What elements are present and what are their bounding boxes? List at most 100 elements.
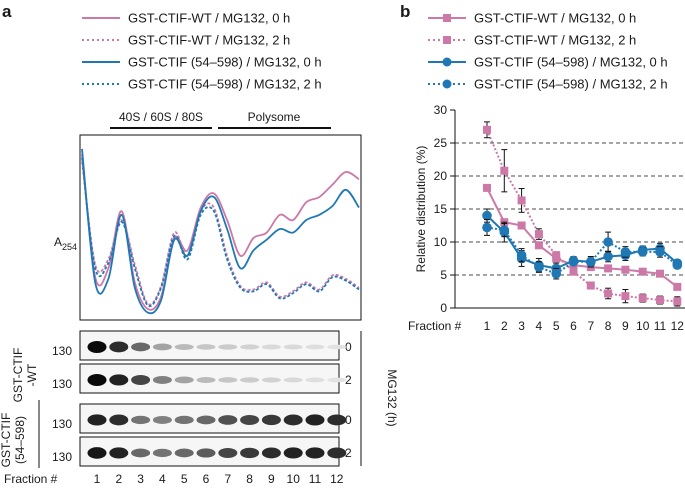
blot-band-2-8	[240, 377, 260, 383]
blot-band-3-11	[305, 414, 325, 426]
blot-band-1-10	[283, 344, 303, 350]
point-2-8	[604, 289, 613, 298]
point-1-12	[673, 282, 682, 291]
series-line-1	[486, 187, 678, 288]
fraction-a-8: 8	[246, 472, 253, 486]
x-tick-label-2: 2	[501, 319, 508, 333]
point-2-1	[483, 125, 491, 134]
y-axis-title: Relative distribution (%)	[414, 146, 428, 273]
point-1-4	[534, 241, 543, 250]
blot-band-4-5	[174, 448, 194, 458]
blot-band-3-9	[261, 414, 281, 426]
x-tick-label-6: 6	[570, 319, 577, 333]
blot-band-1-2	[109, 341, 129, 353]
mg132-label: MG132 (h)	[385, 369, 399, 426]
blot-band-3-1	[87, 414, 107, 426]
blot-band-4-7	[218, 447, 238, 458]
point-1-11	[656, 269, 664, 278]
blot-band-2-10	[283, 377, 303, 383]
point-2-11	[656, 296, 664, 305]
fraction-a-2: 2	[115, 472, 122, 486]
y-tick-label-5: 20	[434, 169, 448, 183]
series-4	[482, 219, 683, 280]
blot-band-2-12	[327, 377, 347, 383]
profile-line-3	[81, 148, 360, 315]
point-4-1	[482, 222, 492, 233]
blot-time-4: 2	[345, 446, 352, 460]
profile-frame	[79, 134, 362, 321]
fraction-ticks-a: 1 2 3 4 5 6 7 8 9 10 11 12	[94, 472, 344, 486]
blot-band-3-7	[218, 415, 238, 425]
legend-b-marker-2	[443, 36, 451, 44]
panel-b-legend: GST-CTIF-WT / MG132, 0 h GST-CTIF-WT / MG…	[428, 11, 668, 92]
blot-band-3-10	[283, 414, 303, 426]
blot-band-1-12	[327, 344, 347, 350]
blot-band-2-5	[174, 376, 194, 384]
blot-time-1: 0	[345, 340, 352, 354]
x-tick-label-9: 9	[622, 319, 629, 333]
legend-b-label-3: GST-CTIF (54–598) / MG132, 0 h	[474, 55, 668, 70]
blot-band-3-8	[240, 414, 260, 425]
point-2-3	[517, 196, 526, 205]
blot-group-wt-line2: -WT	[25, 363, 39, 386]
western-blots: 130 0 130 2 130 0 130 2	[52, 330, 352, 467]
profile-line-4	[81, 157, 360, 308]
blot-mw-2: 130	[52, 377, 72, 391]
y-tick-label-4: 15	[434, 202, 448, 216]
blot-group-mut-line1: GST-CTIF	[0, 413, 13, 468]
point-1-8	[604, 264, 613, 273]
point-4-5	[551, 268, 561, 279]
x-tick-label-10: 10	[636, 319, 650, 333]
blot-band-2-6	[196, 376, 216, 383]
blot-band-2-2	[109, 374, 129, 386]
blot-band-4-4	[152, 448, 172, 458]
fraction-label-a: Fraction #	[4, 472, 58, 486]
legend-b-label-4: GST-CTIF (54–598) / MG132, 2 h	[474, 77, 668, 92]
series-3	[482, 208, 683, 275]
point-2-10	[638, 294, 647, 303]
blot-group-mut-line2: (54–598)	[13, 416, 27, 464]
series-line-2	[486, 129, 678, 303]
point-4-11	[655, 247, 665, 257]
x-tick-label-8: 8	[605, 319, 612, 333]
blot-band-1-9	[261, 344, 281, 350]
blot-mw-4: 130	[52, 450, 72, 464]
blot-band-1-5	[174, 343, 194, 350]
blot-band-2-9	[261, 377, 281, 383]
point-3-1	[482, 210, 492, 221]
point-4-12	[672, 260, 683, 270]
legend-a-label-2: GST-CTIF-WT / MG132, 2 h	[128, 33, 290, 48]
polysome-label: Polysome	[248, 110, 301, 124]
x-tick-label-1: 1	[484, 319, 491, 333]
point-4-4	[534, 262, 544, 272]
blot-band-2-1	[87, 373, 107, 386]
fraction-a-1: 1	[94, 472, 101, 486]
blot-band-3-3	[131, 415, 151, 425]
fraction-a-9: 9	[268, 472, 275, 486]
blot-band-1-11	[305, 344, 325, 350]
point-2-4	[534, 230, 543, 239]
panel-a-legend: GST-CTIF-WT / MG132, 0 h GST-CTIF-WT / MG…	[82, 11, 322, 92]
fraction-a-5: 5	[181, 472, 188, 486]
legend-b-marker-1	[443, 14, 451, 22]
x-tick-label-12: 12	[671, 319, 685, 333]
blot-band-1-8	[240, 344, 260, 350]
subunit-label: 40S / 60S / 80S	[119, 110, 203, 124]
point-2-2	[500, 166, 509, 175]
x-tick-label-11: 11	[654, 319, 667, 333]
blot-time-2: 2	[345, 373, 352, 387]
blot-mw-1: 130	[52, 344, 72, 358]
point-1-9	[621, 265, 630, 274]
fraction-a-3: 3	[137, 472, 144, 486]
legend-a-label-3: GST-CTIF (54–598) / MG132, 0 h	[128, 55, 322, 70]
blot-band-1-3	[131, 342, 151, 352]
legend-a-label-1: GST-CTIF-WT / MG132, 0 h	[128, 11, 290, 26]
point-4-3	[516, 250, 527, 260]
point-2-9	[621, 292, 630, 301]
x-tick-label-7: 7	[587, 319, 594, 333]
blot-band-4-2	[109, 447, 129, 459]
blot-band-4-9	[261, 447, 281, 459]
legend-b-label-2: GST-CTIF-WT / MG132, 2 h	[474, 33, 636, 48]
blot-band-4-1	[87, 447, 107, 459]
blot-band-4-8	[240, 447, 260, 459]
